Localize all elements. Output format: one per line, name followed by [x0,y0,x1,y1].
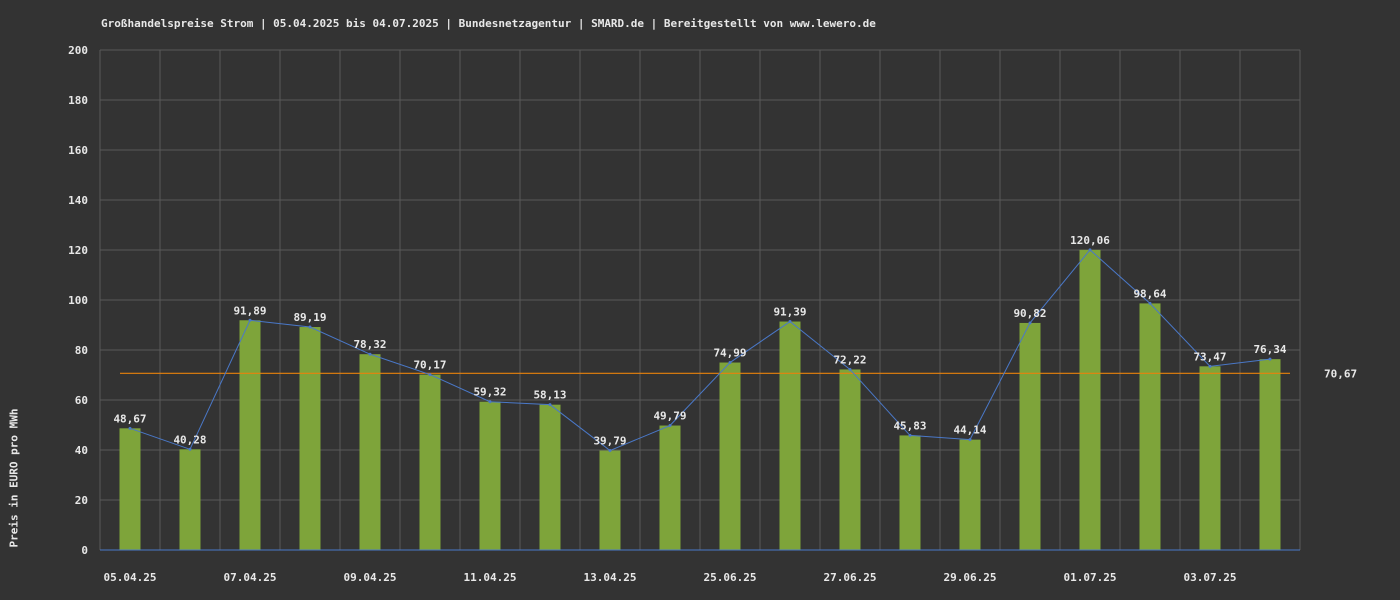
data-label: 72,22 [833,353,866,366]
bar [779,321,801,550]
data-label: 59,32 [473,386,506,399]
data-label: 58,13 [533,389,566,402]
bar [1079,249,1101,550]
trend-point [428,373,432,377]
trend-point [368,352,372,356]
x-tick-label: 07.04.25 [224,571,277,584]
bar [1019,322,1041,550]
trend-point [308,325,312,329]
y-tick-label: 140 [68,194,88,207]
y-tick-label: 160 [68,144,88,157]
bar [539,404,561,550]
bar [479,401,501,550]
data-label: 44,14 [953,424,986,437]
trend-point [608,449,612,453]
bar [1199,366,1221,550]
bar [359,354,381,550]
trend-point [668,424,672,428]
data-label: 76,34 [1253,343,1286,356]
chart-title: Großhandelspreise Strom | 05.04.2025 bis… [101,17,876,30]
data-label: 78,32 [353,338,386,351]
trend-point [128,426,132,430]
data-label: 40,28 [173,433,206,446]
bar [899,435,921,550]
trend-point [728,361,732,365]
trend-point [908,433,912,437]
trend-point [848,367,852,371]
data-label: 73,47 [1193,350,1226,363]
trend-point [488,400,492,404]
y-tick-label: 180 [68,94,88,107]
data-label: 120,06 [1070,234,1110,247]
trend-point [1148,301,1152,305]
x-tick-label: 11.04.25 [464,571,517,584]
grid [99,49,1301,551]
bar [1259,359,1281,550]
y-tick-label: 40 [75,444,88,457]
bar [599,450,621,550]
data-label: 48,67 [113,412,146,425]
data-label: 98,64 [1133,287,1166,300]
bar [299,327,321,550]
trend-point [1028,321,1032,325]
data-label: 70,17 [413,359,446,372]
data-label: 89,19 [293,311,326,324]
trend-line-group [128,248,1272,453]
y-tick-label: 200 [68,44,88,57]
trend-point [248,318,252,322]
y-tick-label: 20 [75,494,88,507]
y-tick-label: 120 [68,244,88,257]
trend-point [968,438,972,442]
bar [119,428,141,550]
x-tick-label: 27.06.25 [824,571,877,584]
x-tick-label: 13.04.25 [584,571,637,584]
bar [719,362,741,550]
axes: 0 20 40 60 80 100 120 140 160 180 200 05.04.25 07.04… [68,44,1300,584]
trend-point [788,320,792,324]
x-tick-label: 03.07.25 [1184,571,1237,584]
average-label: 70,67 [1324,367,1357,380]
trend-point [188,447,192,451]
data-label: 91,89 [233,304,266,317]
trend-point [548,403,552,407]
bar [239,320,261,550]
bar [659,425,681,550]
data-label: 91,39 [773,306,806,319]
data-label: 39,79 [593,435,626,448]
y-tick-label: 80 [75,344,88,357]
bars [119,249,1281,550]
x-tick-label: 29.06.25 [944,571,997,584]
trend-point [1088,248,1092,252]
y-tick-label: 100 [68,294,88,307]
data-label: 45,83 [893,419,926,432]
bar [179,449,201,550]
trend-point [1268,357,1272,361]
data-label: 90,82 [1013,307,1046,320]
bar [839,369,861,550]
average-line-group: 70,67 [120,367,1357,380]
bar [959,439,981,550]
data-label: 74,99 [713,347,746,360]
x-tick-label: 01.07.25 [1064,571,1117,584]
trend-line [129,249,1271,452]
trend-point [1208,364,1212,368]
x-tick-label: 25.06.25 [704,571,757,584]
bar [419,374,441,550]
x-tick-label: 09.04.25 [344,571,397,584]
x-tick-label: 05.04.25 [104,571,157,584]
value-labels: 48,67 40,28 91,89 89,19 78,32 70,17 59,32 58,13… [113,234,1286,448]
y-tick-label: 0 [81,544,88,557]
y-tick-label: 60 [75,394,88,407]
bar [1139,303,1161,550]
data-label: 49,79 [653,410,686,423]
